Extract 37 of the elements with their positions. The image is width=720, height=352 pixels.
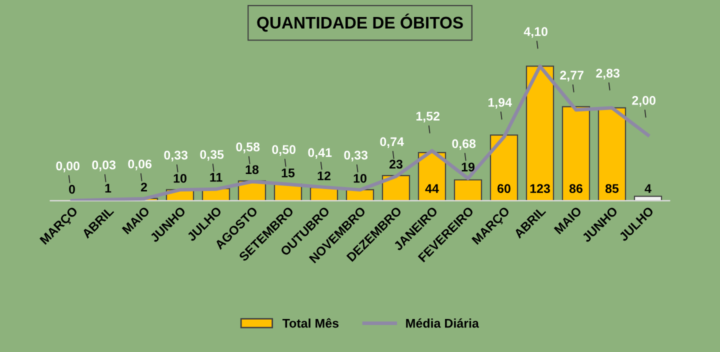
data-label: 2,77 — [560, 70, 584, 82]
data-label: 23 — [389, 160, 402, 169]
data-label: 0,33 — [344, 150, 368, 162]
data-label: 60 — [498, 184, 510, 193]
data-label: 15 — [282, 168, 295, 178]
data-label: 44 — [425, 184, 439, 193]
data-label: 85 — [605, 184, 619, 193]
data-label: 86 — [569, 184, 582, 193]
data-label: 10 — [174, 174, 186, 183]
data-label: 1,52 — [416, 112, 440, 122]
data-label: 0,06 — [128, 160, 152, 170]
data-label: 2,83 — [596, 68, 620, 80]
data-label: 19 — [462, 162, 474, 172]
data-label: 0,35 — [200, 150, 224, 161]
data-label: 0,50 — [272, 145, 296, 156]
data-label: 18 — [246, 165, 259, 174]
data-label: 0,58 — [236, 142, 260, 154]
data-label: 4,10 — [524, 27, 548, 38]
data-label: 1 — [105, 184, 112, 193]
data-label: 4 — [644, 184, 652, 193]
chart-title: QUANTIDADE DE ÓBITOS — [257, 14, 463, 32]
data-label: 0,33 — [164, 150, 188, 162]
data-label: 1,94 — [488, 98, 512, 109]
data-label: 0,03 — [92, 160, 116, 172]
data-label: 0,74 — [380, 137, 404, 148]
data-label: 0,68 — [452, 139, 476, 150]
legend-label: Média Diária — [406, 318, 480, 328]
data-label: 2 — [140, 182, 147, 192]
data-label: 10 — [354, 174, 366, 183]
legend-label: Total Mês — [282, 318, 339, 328]
data-label: 12 — [318, 171, 330, 180]
data-label: 11 — [210, 172, 222, 182]
data-label: 0 — [69, 184, 75, 194]
data-label: 0,00 — [56, 162, 80, 172]
data-label: 2,00 — [632, 96, 656, 107]
data-label: 123 — [530, 184, 550, 194]
data-label: 0,41 — [308, 148, 332, 159]
